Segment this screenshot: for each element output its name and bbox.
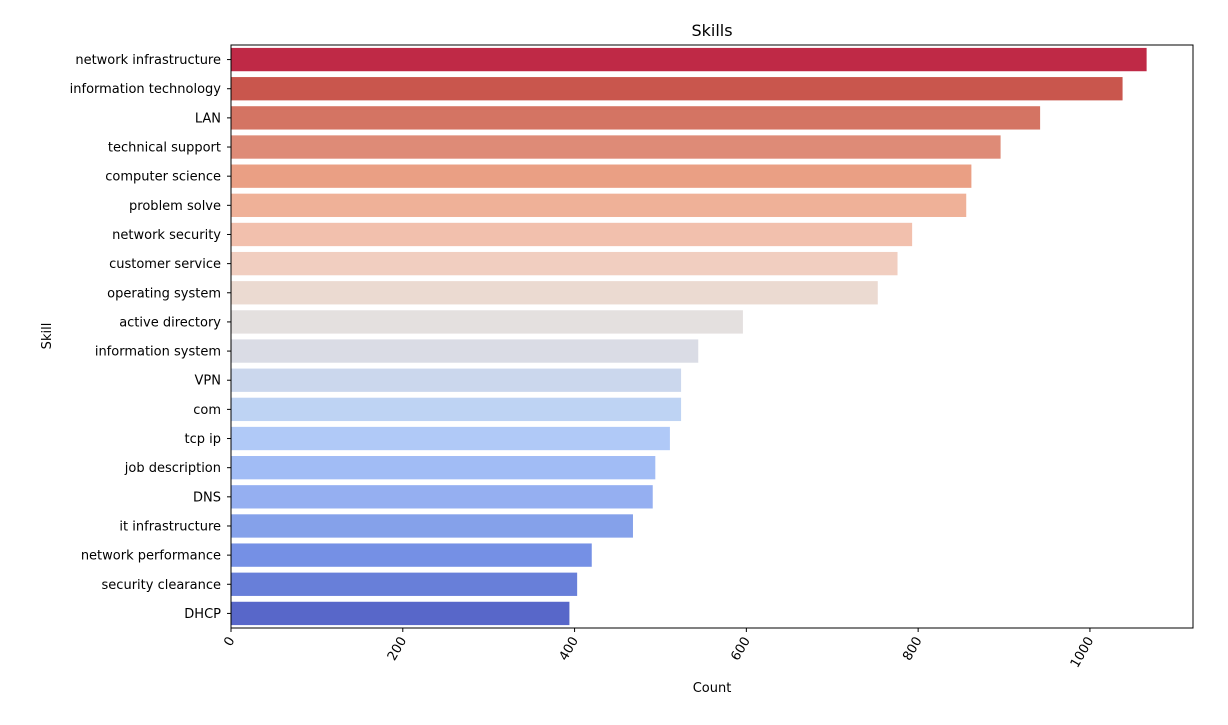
x-axis-label: Count — [693, 681, 732, 696]
y-tick-label: VPN — [195, 374, 221, 389]
y-tick-label: job description — [124, 461, 221, 476]
y-tick-label: LAN — [195, 111, 221, 126]
y-tick-label: customer service — [109, 257, 221, 272]
x-tick-label: 1000 — [1068, 635, 1098, 671]
bar-7 — [231, 251, 898, 276]
y-tick-label: information system — [95, 345, 221, 360]
bar-13 — [231, 426, 670, 451]
y-tick-label: network performance — [81, 549, 221, 564]
bar-9 — [231, 310, 743, 334]
x-tick-label: 400 — [557, 635, 582, 664]
chart-title: Skills — [691, 21, 732, 40]
bar-3 — [231, 135, 1001, 159]
bar-1 — [231, 77, 1123, 101]
bar-2 — [231, 106, 1041, 130]
y-tick-label: active directory — [119, 315, 221, 330]
bar-4 — [231, 164, 972, 188]
y-tick-labels: network infrastructure information techno… — [70, 53, 231, 622]
y-tick-label: operating system — [107, 286, 221, 301]
x-tick-label: 200 — [385, 635, 410, 664]
y-tick-label: network security — [112, 228, 221, 243]
bar-8 — [231, 281, 878, 305]
bar-10 — [231, 339, 699, 363]
y-tick-label: com — [193, 403, 221, 418]
bar-5 — [231, 193, 967, 217]
bar-19 — [231, 601, 570, 626]
x-tick-labels: 0 200 400 600 800 1000 — [221, 628, 1097, 671]
bar-16 — [231, 514, 633, 538]
y-tick-label: computer science — [105, 170, 221, 185]
y-axis-label: Skill — [40, 323, 55, 350]
y-tick-label: network infrastructure — [75, 53, 221, 68]
x-tick-label: 600 — [728, 635, 753, 664]
y-tick-label: problem solve — [129, 199, 221, 214]
y-tick-label: technical support — [108, 141, 221, 156]
bar-14 — [231, 456, 656, 480]
bars-layer — [231, 47, 1147, 626]
y-tick-label: security clearance — [102, 578, 221, 593]
x-tick-label: 0 — [221, 635, 238, 650]
y-tick-label: DNS — [193, 490, 221, 505]
bar-15 — [231, 485, 653, 509]
plot-frame — [230, 44, 1194, 629]
bar-6 — [231, 222, 913, 247]
bar-0 — [231, 47, 1147, 72]
x-tick-label: 800 — [900, 635, 925, 664]
y-tick-label: information technology — [70, 82, 222, 97]
y-tick-label: DHCP — [184, 607, 221, 622]
bar-18 — [231, 572, 578, 596]
y-tick-label: it infrastructure — [119, 519, 221, 534]
bar-12 — [231, 397, 682, 422]
bar-11 — [231, 368, 682, 392]
bar-17 — [231, 543, 592, 567]
y-tick-label: tcp ip — [185, 432, 222, 447]
